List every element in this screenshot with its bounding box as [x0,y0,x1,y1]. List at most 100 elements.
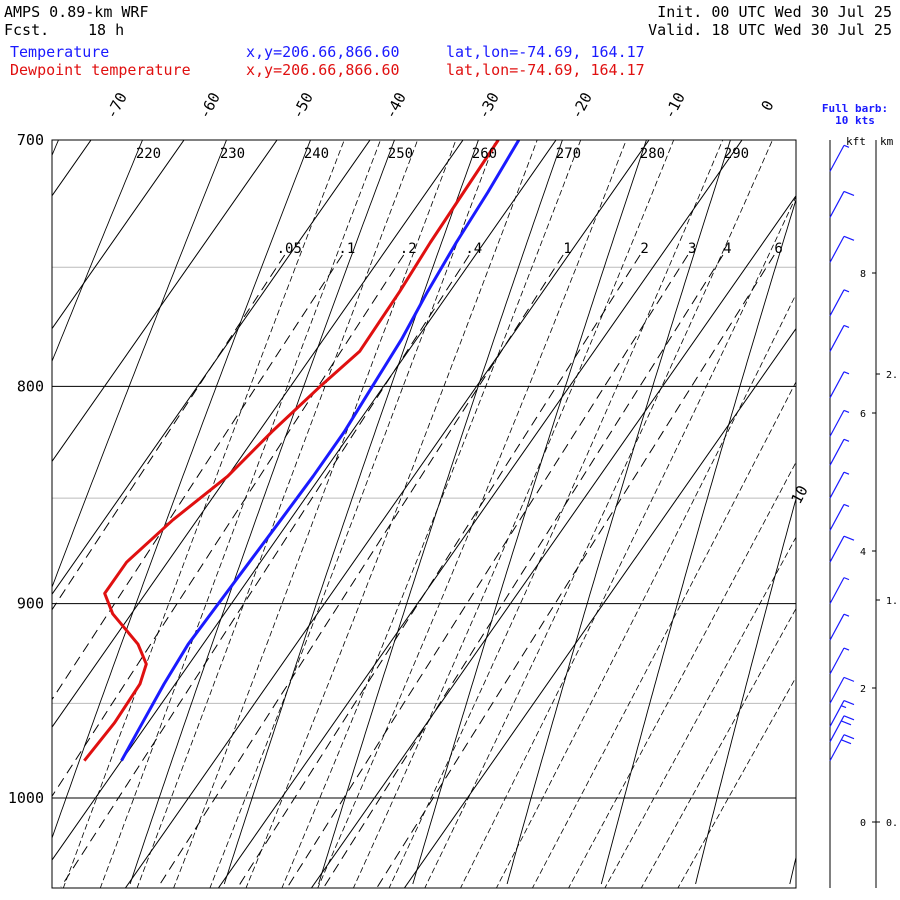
moist-adiabat [531,381,796,888]
moist-adiabat [677,676,796,888]
mixing-ratio-line [376,254,775,888]
dry-adiabat [600,198,796,885]
mixing-ratio-label: 6 [774,241,782,257]
wind-barb [829,438,850,466]
dry-adiabat [412,140,647,885]
kft-tick-label: 4 [860,547,866,558]
wind-barb [829,190,855,218]
theta-label: 240 [304,146,329,162]
wind-barb [829,144,850,172]
mixing-ratio-line [323,254,724,888]
dewpoint-latlon: lat,lon=-74.69, 164.17 [446,61,645,79]
theta-label: 220 [136,146,161,162]
dry-adiabat [129,140,395,885]
isotherm [0,0,96,900]
model-title: AMPS 0.89-km WRF [4,3,149,21]
moist-adiabat [136,140,419,888]
isotherm-label: -20 [567,89,596,121]
moist-adiabat [317,140,627,888]
isotherm [310,194,796,888]
isotherm [52,140,185,330]
dry-adiabat [52,140,143,363]
kft-axis-label: kft [846,135,866,148]
barb-legend-line2: 10 kts [835,114,875,127]
wind-barb [829,289,850,317]
wind-barb [829,647,850,675]
dry-adiabat [695,497,796,885]
valid-time: Valid. 18 UTC Wed 30 Jul 25 [648,21,892,39]
wind-barb [829,503,850,531]
wind-barb [829,471,850,499]
moist-adiabat [99,140,381,888]
isotherm-label: 0 [758,97,778,113]
theta-label: 230 [220,146,245,162]
mixing-ratio-line [287,254,689,888]
forecast-hour: 18 h [88,21,125,39]
moist-adiabat [424,140,773,888]
isotherm [124,140,650,888]
pressure-tick-label: 700 [17,131,44,149]
wind-barb [829,235,855,263]
km-tick-label: 1. [886,596,898,607]
pressure-tick-label: 900 [17,595,44,613]
isotherm [52,140,464,729]
mixing-ratio-label: 3 [688,241,696,257]
wind-barb [829,676,855,704]
isotherm [217,140,743,888]
theta-label: 290 [724,146,749,162]
wind-barb [829,613,850,641]
isotherm [403,327,796,888]
isotherm [0,0,3,900]
wind-barb [829,699,855,727]
moist-adiabat [568,461,796,888]
km-tick-label: 2. [886,370,898,381]
moist-adiabat [495,293,796,888]
wind-barb [829,715,855,743]
pressure-tick-label: 1000 [8,789,44,807]
mixing-ratio-label: 2 [640,241,648,257]
moist-adiabat [173,140,457,888]
dry-adiabat [884,140,900,884]
wind-barb [829,535,855,563]
wind-barb [829,324,850,352]
moist-adiabat [460,195,796,888]
theta-label: 280 [640,146,665,162]
km-tick-label: 0. [886,818,898,829]
moist-adiabat [388,140,724,888]
kft-tick-label: 0 [860,818,866,829]
theta-label: 250 [388,146,413,162]
moist-adiabat [281,140,582,888]
temperature-xy: x,y=206.66,866.60 [246,43,400,61]
mixing-ratio-label: .05 [277,241,302,257]
kft-tick-label: 8 [860,269,866,280]
dewpoint-profile [83,140,500,762]
mixing-ratio-label: .1 [338,241,355,257]
kft-tick-label: 6 [860,409,866,420]
forecast-label: Fcst. [4,21,50,39]
moist-adiabat [62,140,345,888]
mixing-ratio-line [52,254,405,798]
isotherm [52,140,278,463]
kft-tick-label: 2 [860,684,866,695]
dry-adiabat [52,140,59,157]
dry-adiabat [506,140,731,885]
mixing-ratio-line [60,254,470,888]
dry-adiabat [52,140,227,589]
plot-frame [51,139,797,889]
isotherm-label: -30 [474,89,503,121]
mixing-ratio-label: 1 [563,241,571,257]
wind-barb [829,577,850,604]
mixing-ratio-line [52,254,343,701]
moist-adiabat [352,140,675,888]
legend-dewpoint: Dewpoint temperature [10,61,191,79]
dewpoint-xy: x,y=206.66,866.60 [246,61,400,79]
isotherm-label: -60 [195,89,224,121]
isotherm-label-10: 10 [787,482,811,506]
mixing-ratio-label: 4 [723,241,731,257]
mixing-ratio-line [157,254,564,888]
temperature-latlon: lat,lon=-74.69, 164.17 [446,43,645,61]
isotherm-label: -40 [381,89,410,121]
theta-label: 270 [556,146,581,162]
mixing-ratio-label: .4 [465,241,482,257]
theta-label: 260 [472,146,497,162]
